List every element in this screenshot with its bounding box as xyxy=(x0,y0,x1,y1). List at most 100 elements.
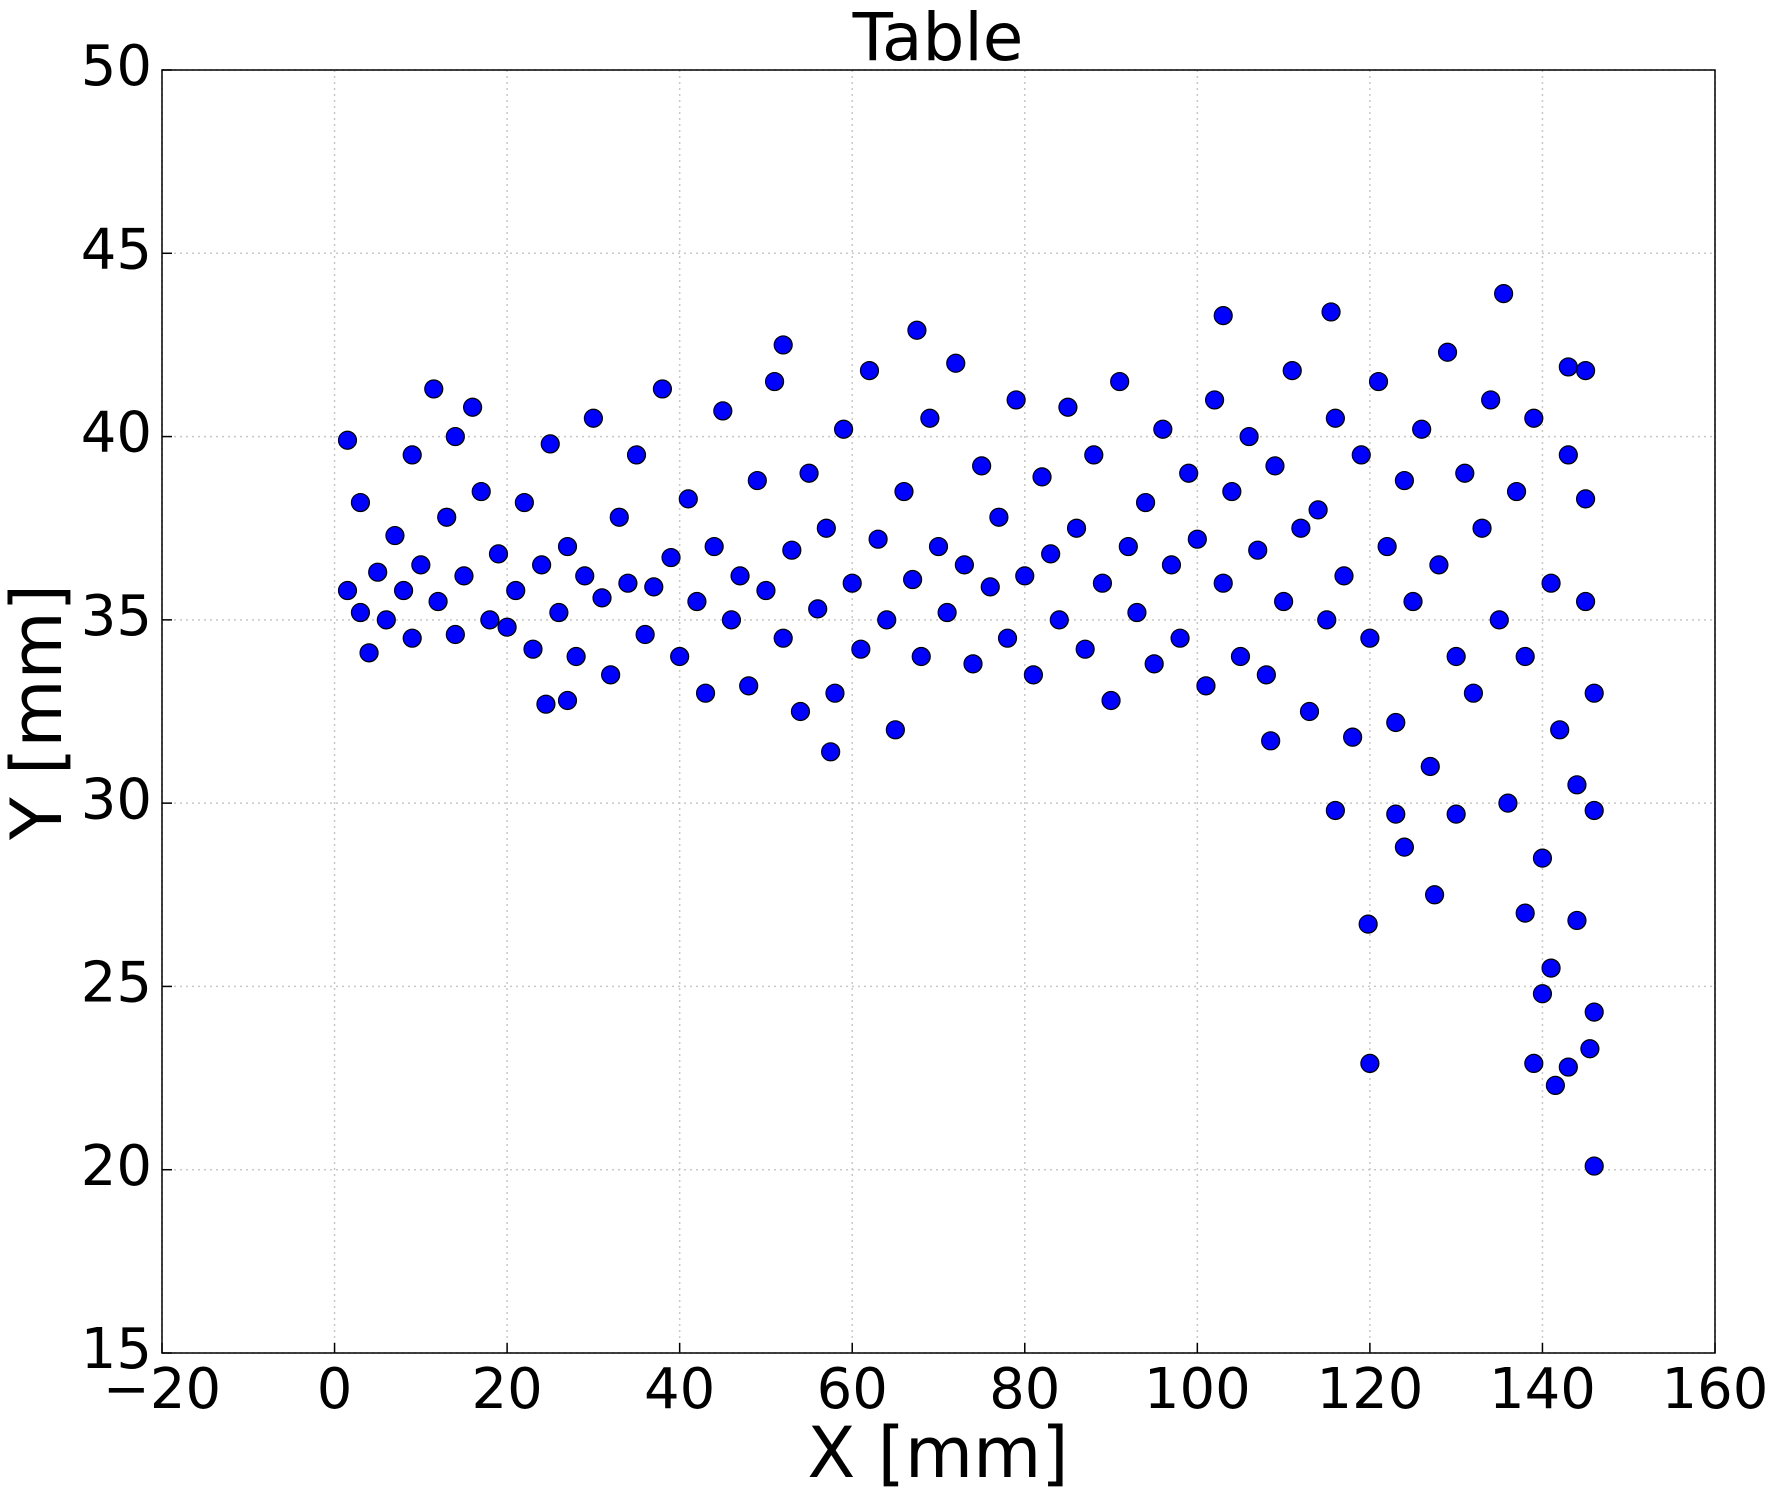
plot-frame xyxy=(161,69,1716,1354)
point xyxy=(1558,357,1578,377)
point xyxy=(1265,456,1285,476)
point xyxy=(1127,602,1147,623)
point xyxy=(1567,910,1587,931)
y-tick-label: 45 xyxy=(81,217,152,282)
point xyxy=(1412,419,1432,439)
y-tick-label: 30 xyxy=(81,767,152,832)
point xyxy=(1575,591,1596,612)
point xyxy=(1291,518,1311,538)
point xyxy=(1170,628,1190,648)
point xyxy=(644,577,664,597)
point xyxy=(1463,683,1484,703)
point xyxy=(1282,360,1302,381)
point xyxy=(799,463,819,483)
point xyxy=(730,566,750,586)
point xyxy=(954,555,974,575)
point xyxy=(1515,646,1535,667)
point xyxy=(721,610,742,630)
point xyxy=(540,434,560,454)
point xyxy=(1394,470,1415,491)
point xyxy=(445,426,465,447)
point xyxy=(1153,419,1173,439)
point xyxy=(1213,306,1233,326)
point xyxy=(497,617,517,637)
point xyxy=(747,470,767,491)
point xyxy=(1144,654,1164,674)
point xyxy=(1575,360,1596,381)
point xyxy=(445,624,465,645)
point xyxy=(695,683,716,703)
point xyxy=(1334,566,1354,586)
point xyxy=(1394,837,1415,857)
y-tick-label: 35 xyxy=(81,584,152,649)
point xyxy=(514,492,534,513)
point xyxy=(1222,481,1242,502)
point xyxy=(1135,492,1156,513)
point xyxy=(609,507,629,527)
point xyxy=(1196,676,1216,696)
point xyxy=(1584,1002,1604,1022)
point xyxy=(1584,800,1604,821)
point xyxy=(713,401,733,421)
point xyxy=(532,555,552,575)
point xyxy=(557,536,578,557)
point xyxy=(911,646,931,667)
point xyxy=(1541,958,1561,978)
point xyxy=(687,591,707,612)
point xyxy=(1325,408,1345,428)
point xyxy=(428,591,448,612)
point xyxy=(1494,284,1514,304)
point xyxy=(1489,610,1509,630)
point xyxy=(471,481,491,502)
point xyxy=(1161,555,1182,575)
point xyxy=(583,408,603,428)
y-axis-label: Y [mm] xyxy=(0,584,78,841)
point xyxy=(1075,639,1095,659)
point xyxy=(885,720,905,740)
point xyxy=(1403,591,1423,612)
point xyxy=(1256,665,1276,685)
point xyxy=(1541,573,1561,593)
point xyxy=(1558,1057,1578,1077)
x-tick-label: 80 xyxy=(989,1357,1060,1422)
x-tick-label: 40 xyxy=(644,1357,715,1422)
point xyxy=(566,646,586,667)
point xyxy=(1532,848,1553,868)
point xyxy=(1299,701,1320,722)
point xyxy=(592,588,612,608)
point xyxy=(1532,984,1553,1004)
point xyxy=(385,525,405,546)
point xyxy=(1049,610,1069,630)
point xyxy=(454,566,474,586)
point xyxy=(1584,683,1604,703)
point xyxy=(1360,628,1380,648)
point xyxy=(1092,573,1113,593)
point xyxy=(782,540,802,560)
point xyxy=(1575,489,1596,509)
point xyxy=(903,569,923,590)
point xyxy=(972,456,992,476)
point xyxy=(907,320,927,340)
point xyxy=(557,690,578,711)
point xyxy=(1248,540,1268,560)
point xyxy=(859,360,880,381)
point xyxy=(1429,555,1449,575)
y-tick-label: 50 xyxy=(81,34,152,99)
point xyxy=(790,701,811,722)
x-tick-label: 60 xyxy=(817,1357,888,1422)
point xyxy=(652,379,673,399)
point xyxy=(1274,591,1294,612)
point xyxy=(1524,1053,1544,1074)
point xyxy=(1386,712,1406,733)
point xyxy=(359,643,379,663)
point xyxy=(1360,1053,1380,1074)
point xyxy=(825,683,845,703)
point xyxy=(635,624,655,645)
point xyxy=(506,580,526,601)
point xyxy=(368,562,388,582)
point xyxy=(488,544,509,564)
point xyxy=(536,694,556,714)
point xyxy=(920,408,940,428)
